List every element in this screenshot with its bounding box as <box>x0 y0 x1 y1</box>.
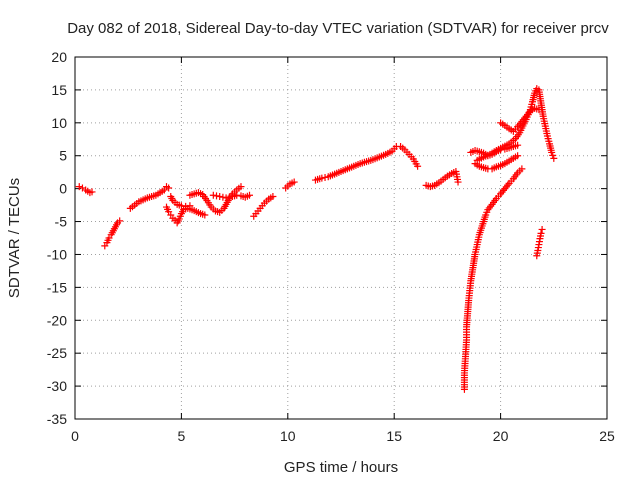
data-point <box>213 192 221 200</box>
data-point <box>116 217 124 225</box>
series-arc6 <box>186 183 245 216</box>
y-tick-label: -20 <box>47 312 67 328</box>
y-tick-label: -15 <box>47 279 67 295</box>
data-point <box>514 141 522 149</box>
data-point <box>290 178 298 186</box>
data-point <box>414 162 422 170</box>
data-point <box>537 229 545 237</box>
series-arc14 <box>471 152 522 173</box>
series-arc10 <box>311 143 422 184</box>
data-point <box>538 225 546 233</box>
x-tick-label: 20 <box>493 428 509 444</box>
x-tick-label: 10 <box>280 428 296 444</box>
y-tick-label: -30 <box>47 378 67 394</box>
series-arc11 <box>422 168 462 191</box>
data-point <box>454 178 462 186</box>
y-tick-label: 5 <box>59 148 67 164</box>
y-tick-label: -25 <box>47 345 67 361</box>
chart-title: Day 082 of 2018, Sidereal Day-to-day VTE… <box>67 20 609 37</box>
data-point <box>233 191 241 199</box>
series-arc1 <box>75 183 96 197</box>
data-point <box>269 193 277 201</box>
y-tick-label: -35 <box>47 411 67 427</box>
data-point <box>209 191 217 199</box>
x-tick-label: 0 <box>71 428 79 444</box>
x-tick-label: 5 <box>178 428 186 444</box>
data-point <box>222 194 230 202</box>
data-point <box>548 148 556 156</box>
axis-ticks: 0 5 10 15 20 25 -35 -30 -25 -20 -15 -10 -5 0 5 10 15 20 <box>47 49 615 444</box>
data-point <box>88 188 96 196</box>
series-arc7 <box>209 191 253 202</box>
y-tick-label: 0 <box>59 181 67 197</box>
series-arc9 <box>282 178 298 192</box>
plot-frame <box>74 56 608 420</box>
series-arc3 <box>126 183 173 212</box>
series-arc17 <box>533 225 546 260</box>
data-point <box>182 202 190 210</box>
series-arc5 <box>167 193 194 210</box>
series-arc2 <box>101 217 124 250</box>
data-point <box>321 173 329 181</box>
data-point <box>549 151 557 159</box>
data-point <box>165 184 173 192</box>
data-point <box>245 191 253 199</box>
data-point <box>225 193 233 201</box>
data-point <box>518 165 526 173</box>
data-point <box>201 211 209 219</box>
x-axis-label: GPS time / hours <box>284 459 398 476</box>
y-tick-label: 15 <box>51 82 67 98</box>
data-point <box>219 193 227 201</box>
data-point <box>318 174 326 182</box>
data-point <box>216 193 224 201</box>
data-points <box>75 85 558 393</box>
series-arc12 <box>460 165 526 393</box>
y-tick-label: 10 <box>51 115 67 131</box>
x-tick-label: 25 <box>599 428 615 444</box>
series-arc16 <box>497 104 543 135</box>
data-point <box>550 154 558 162</box>
grid <box>75 57 607 419</box>
data-point <box>237 183 245 191</box>
data-point <box>177 202 185 210</box>
y-tick-label: 20 <box>51 49 67 65</box>
series-arc8 <box>250 193 277 220</box>
y-tick-label: -10 <box>47 246 67 262</box>
x-tick-label: 15 <box>386 428 402 444</box>
y-axis-label: SDTVAR / TECUs <box>6 178 23 298</box>
y-tick-label: -5 <box>55 214 68 230</box>
data-point <box>186 202 194 210</box>
data-point <box>514 152 522 160</box>
data-point <box>535 106 543 114</box>
data-point <box>75 183 83 191</box>
